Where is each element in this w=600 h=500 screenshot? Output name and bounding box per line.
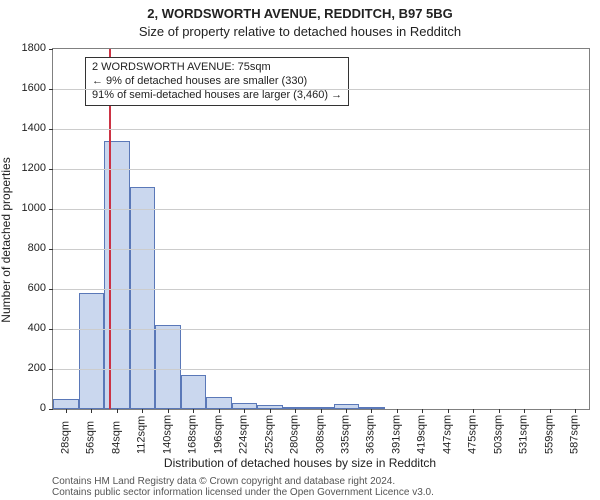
gridline	[53, 249, 589, 250]
gridline	[53, 369, 589, 370]
gridline	[53, 169, 589, 170]
x-tick-label: 531sqm	[518, 415, 530, 454]
x-tick-label: 84sqm	[110, 421, 122, 454]
y-tick-mark	[49, 249, 53, 250]
gridline	[53, 329, 589, 330]
x-tick-label: 475sqm	[467, 415, 479, 454]
info-annotation-box: 2 WORDSWORTH AVENUE: 75sqm ← 9% of detac…	[85, 57, 349, 106]
x-tick-label: 168sqm	[187, 415, 199, 454]
y-tick-mark	[49, 129, 53, 130]
x-tick-label: 140sqm	[161, 415, 173, 454]
x-tick-label: 587sqm	[569, 415, 581, 454]
footnote-line-2: Contains public sector information licen…	[52, 487, 592, 498]
y-tick-label: 1400	[22, 122, 46, 134]
chart-container: 2, WORDSWORTH AVENUE, REDDITCH, B97 5BG …	[0, 0, 600, 500]
y-tick-label: 800	[28, 242, 46, 254]
y-ticks: 020040060080010001200140016001800	[0, 48, 50, 410]
x-tick-label: 224sqm	[238, 415, 250, 454]
gridline	[53, 89, 589, 90]
x-tick-label: 363sqm	[365, 415, 377, 454]
x-tick-label: 391sqm	[390, 415, 402, 454]
x-tick-label: 447sqm	[441, 415, 453, 454]
footnote-text: Contains HM Land Registry data © Crown c…	[52, 476, 592, 498]
info-line-1: 2 WORDSWORTH AVENUE: 75sqm	[92, 61, 342, 75]
x-tick-label: 112sqm	[136, 416, 148, 454]
y-tick-label: 1000	[22, 202, 46, 214]
y-tick-label: 1600	[22, 82, 46, 94]
histogram-bar	[206, 397, 232, 409]
x-tick-label: 196sqm	[212, 415, 224, 454]
y-tick-label: 400	[28, 322, 46, 334]
histogram-bar	[181, 375, 207, 409]
x-tick-label: 280sqm	[289, 415, 301, 454]
histogram-bar	[155, 325, 181, 409]
y-tick-mark	[49, 169, 53, 170]
histogram-bar	[130, 187, 156, 409]
info-line-2: ← 9% of detached houses are smaller (330…	[92, 75, 342, 89]
x-tick-label: 419sqm	[416, 415, 428, 454]
x-tick-label: 335sqm	[339, 415, 351, 454]
histogram-bar	[79, 293, 105, 409]
y-tick-mark	[49, 89, 53, 90]
y-tick-label: 1800	[22, 42, 46, 54]
info-line-3: 91% of semi-detached houses are larger (…	[92, 89, 342, 103]
y-tick-mark	[49, 289, 53, 290]
x-tick-label: 308sqm	[315, 415, 327, 454]
y-tick-label: 600	[28, 282, 46, 294]
x-tick-label: 559sqm	[543, 415, 555, 454]
x-axis-label: Distribution of detached houses by size …	[0, 456, 600, 470]
y-tick-mark	[49, 209, 53, 210]
chart-title: 2, WORDSWORTH AVENUE, REDDITCH, B97 5BG	[0, 6, 600, 21]
chart-subtitle: Size of property relative to detached ho…	[0, 24, 600, 39]
gridline	[53, 289, 589, 290]
gridline	[53, 209, 589, 210]
y-tick-mark	[49, 49, 53, 50]
y-tick-mark	[49, 369, 53, 370]
x-ticks: 28sqm 56sqm 84sqm 112sqm 140sqm 168sqm 196sqm 2…	[52, 410, 590, 460]
plot-area: 2 WORDSWORTH AVENUE: 75sqm ← 9% of detac…	[52, 48, 590, 410]
x-tick-label: 252sqm	[263, 415, 275, 454]
footnote-line-1: Contains HM Land Registry data © Crown c…	[52, 476, 592, 487]
x-tick-label: 28sqm	[59, 421, 71, 454]
y-tick-mark	[49, 329, 53, 330]
histogram-bar	[53, 399, 79, 409]
x-tick-label: 503sqm	[492, 415, 504, 454]
y-tick-label: 0	[40, 402, 46, 414]
y-tick-label: 1200	[22, 162, 46, 174]
x-tick-label: 56sqm	[85, 421, 97, 454]
gridline	[53, 129, 589, 130]
y-tick-label: 200	[28, 362, 46, 374]
